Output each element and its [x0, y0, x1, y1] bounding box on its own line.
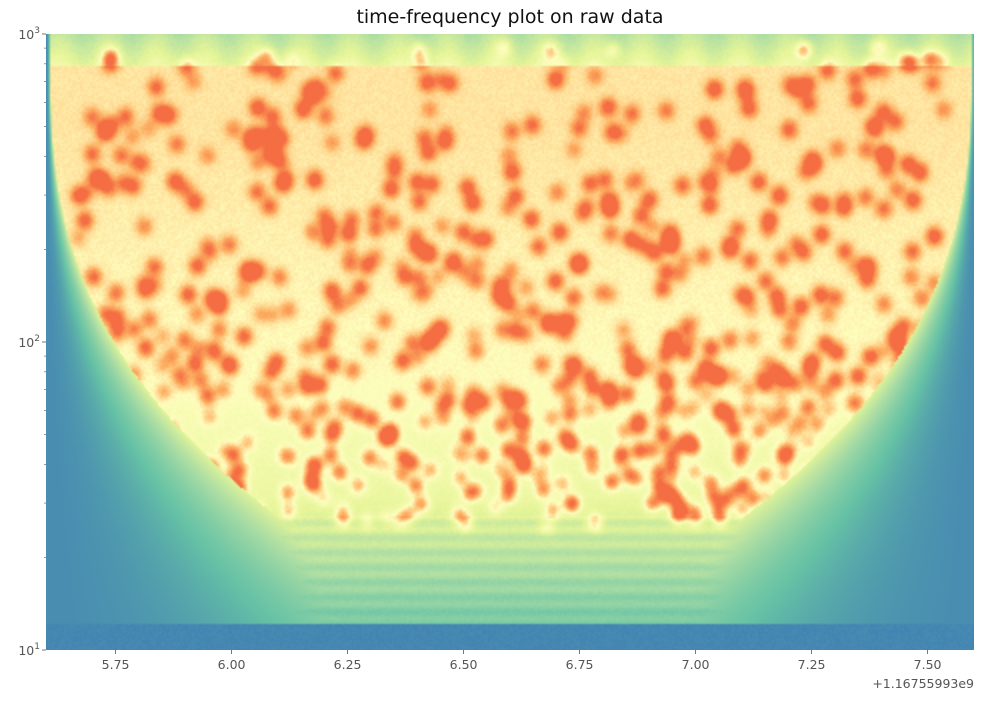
- x-tick-label: 7.00: [682, 657, 710, 672]
- x-axis: 5.75 6.00 6.25 6.50 6.75 7.00 7.25 7.50: [102, 650, 942, 672]
- x-tick-label: 7.50: [914, 657, 942, 672]
- plot-area: [46, 34, 974, 650]
- chart-title: time-frequency plot on raw data: [356, 6, 664, 28]
- x-tick-label: 6.50: [450, 657, 478, 672]
- x-axis-offset-label: +1.16755993e9: [872, 676, 974, 691]
- x-tick-label: 5.75: [102, 657, 130, 672]
- heatmap-image: [46, 34, 974, 650]
- x-tick-label: 6.00: [218, 657, 246, 672]
- x-tick-label: 6.75: [566, 657, 594, 672]
- y-tick-label: 103: [18, 26, 40, 42]
- y-axis: 101 102 103: [18, 26, 46, 658]
- y-tick-label: 102: [18, 334, 40, 350]
- y-tick-label: 101: [18, 642, 40, 658]
- x-tick-label: 6.25: [334, 657, 362, 672]
- x-tick-label: 7.25: [798, 657, 826, 672]
